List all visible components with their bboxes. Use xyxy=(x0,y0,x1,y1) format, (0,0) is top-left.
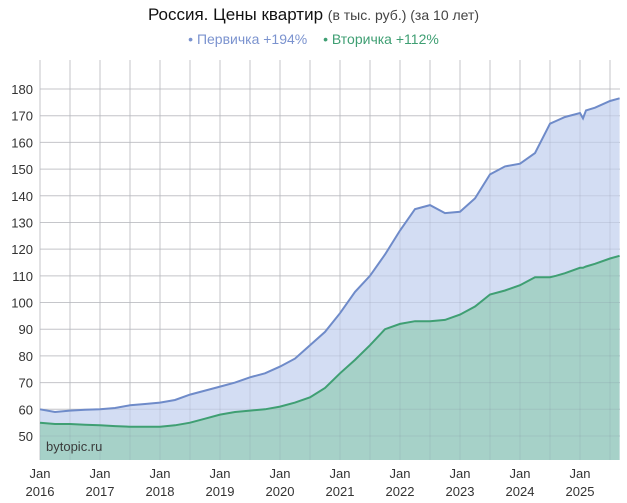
svg-text:2022: 2022 xyxy=(386,484,415,499)
x-axis: Jan 2016 Jan 2017 Jan 2018 Jan 2019 Jan 2020 Jan 20… xyxy=(26,466,595,499)
chart-title-subtitle: (в тыс. руб.) (за 10 лет) xyxy=(327,7,480,23)
svg-text:140: 140 xyxy=(11,189,33,204)
svg-text:Jan: Jan xyxy=(510,466,531,481)
svg-text:2017: 2017 xyxy=(86,484,115,499)
svg-text:110: 110 xyxy=(12,269,33,284)
svg-text:150: 150 xyxy=(11,162,33,177)
svg-text:120: 120 xyxy=(11,242,33,257)
svg-text:2019: 2019 xyxy=(206,484,235,499)
svg-text:2021: 2021 xyxy=(326,484,355,499)
legend-item-primary[interactable]: • Первичка +194% xyxy=(188,31,308,47)
gridlines-overlay xyxy=(39,60,620,460)
chart-legend: • Первичка +194% • Вторичка +112% xyxy=(0,31,627,47)
svg-text:130: 130 xyxy=(11,215,33,230)
svg-text:2023: 2023 xyxy=(446,484,475,499)
svg-text:Jan: Jan xyxy=(90,466,111,481)
svg-text:90: 90 xyxy=(19,322,33,337)
svg-text:2018: 2018 xyxy=(146,484,175,499)
secondary-line[interactable] xyxy=(39,254,620,428)
svg-text:2025: 2025 xyxy=(566,484,595,499)
svg-text:2024: 2024 xyxy=(506,484,535,499)
svg-text:Jan: Jan xyxy=(330,466,351,481)
svg-text:180: 180 xyxy=(11,82,33,97)
svg-text:2020: 2020 xyxy=(266,484,295,499)
legend-item-secondary[interactable]: • Вторичка +112% xyxy=(323,31,439,47)
svg-text:Jan: Jan xyxy=(390,466,411,481)
svg-text:Jan: Jan xyxy=(30,466,51,481)
svg-text:160: 160 xyxy=(11,135,33,150)
chart-title: Россия. Цены квартир (в тыс. руб.) (за 1… xyxy=(0,5,627,25)
svg-text:60: 60 xyxy=(19,402,33,417)
watermark: bytopic.ru xyxy=(46,439,102,454)
svg-text:170: 170 xyxy=(11,109,33,124)
svg-text:Jan: Jan xyxy=(450,466,471,481)
svg-text:Jan: Jan xyxy=(570,466,591,481)
svg-text:Jan: Jan xyxy=(270,466,291,481)
svg-text:Jan: Jan xyxy=(210,466,231,481)
svg-text:50: 50 xyxy=(19,429,33,444)
svg-text:Jan: Jan xyxy=(150,466,171,481)
y-axis: 50 60 70 80 90 100 110 120 130 140 150 160 170 180 xyxy=(11,82,33,444)
svg-text:70: 70 xyxy=(19,376,33,391)
svg-text:2016: 2016 xyxy=(26,484,55,499)
primary-line[interactable] xyxy=(39,97,620,414)
svg-text:80: 80 xyxy=(19,349,33,364)
chart-title-main: Россия. Цены квартир xyxy=(147,5,324,24)
svg-text:100: 100 xyxy=(11,296,33,311)
